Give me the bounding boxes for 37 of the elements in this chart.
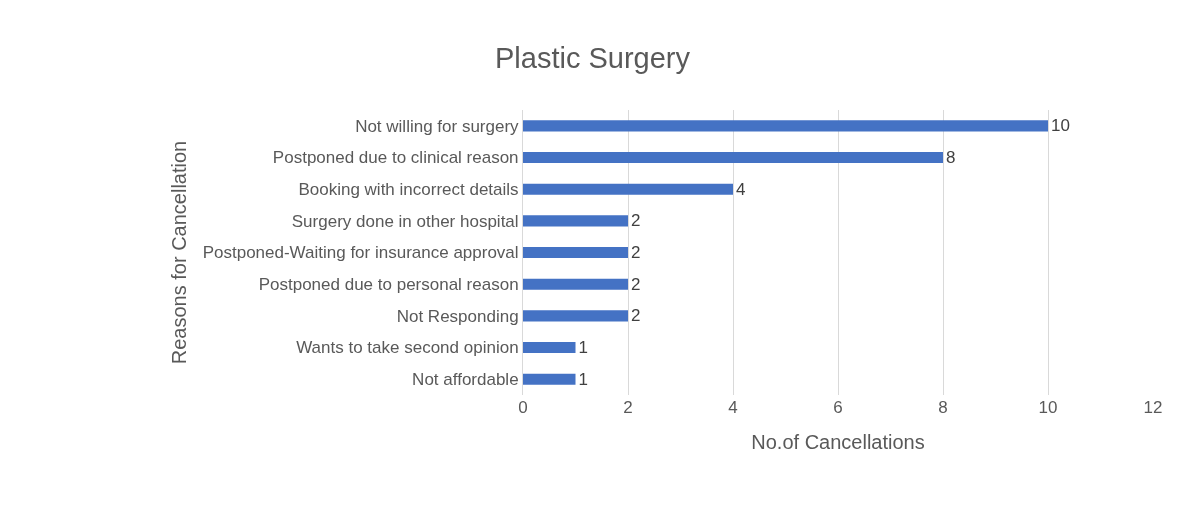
bar bbox=[523, 373, 576, 385]
y-tick-label: Wants to take second opinion bbox=[296, 338, 519, 358]
y-tick-label: Surgery done in other hospital bbox=[291, 211, 519, 231]
data-label: 2 bbox=[631, 274, 641, 294]
y-tick-label: Postponed due to personal reason bbox=[258, 275, 519, 295]
data-label: 2 bbox=[631, 243, 641, 262]
y-tick-label: Not affordable bbox=[412, 370, 519, 390]
data-label: 2 bbox=[631, 306, 641, 326]
y-tick-label: Booking with incorrect details bbox=[298, 180, 519, 200]
x-tick-label: 10 bbox=[1038, 398, 1058, 417]
y-tick-label: Not willing for surgery bbox=[355, 116, 520, 136]
data-label: 1 bbox=[578, 338, 588, 357]
bar bbox=[523, 246, 628, 259]
y-tick-label: Not Responding bbox=[396, 306, 519, 326]
x-axis-title: No.of Cancellations bbox=[751, 430, 925, 453]
bar bbox=[523, 310, 628, 322]
data-label: 1 bbox=[578, 369, 588, 389]
x-tick-label: 2 bbox=[623, 398, 633, 417]
x-tick-label: 4 bbox=[728, 398, 738, 417]
y-tick-label: Postponed due to clinical reason bbox=[272, 148, 519, 168]
bar bbox=[523, 120, 1048, 132]
bar bbox=[523, 151, 943, 164]
x-tick-label: 8 bbox=[938, 398, 948, 417]
x-tick-label: 0 bbox=[518, 398, 528, 417]
data-label: 4 bbox=[736, 179, 746, 199]
bar bbox=[523, 183, 733, 195]
data-label: 10 bbox=[1051, 116, 1070, 136]
data-label: 8 bbox=[946, 148, 956, 167]
bar bbox=[523, 278, 628, 290]
x-tick-label: 12 bbox=[1143, 398, 1163, 417]
y-axis-title: Reasons for Cancellation bbox=[168, 140, 191, 365]
bar bbox=[523, 341, 576, 354]
data-label: 2 bbox=[631, 211, 641, 231]
y-tick-label: Postponed-Waiting for insurance approval bbox=[202, 243, 519, 263]
chart-title: Plastic Surgery bbox=[494, 42, 691, 75]
x-tick-label: 6 bbox=[833, 398, 843, 417]
bar bbox=[523, 215, 628, 227]
